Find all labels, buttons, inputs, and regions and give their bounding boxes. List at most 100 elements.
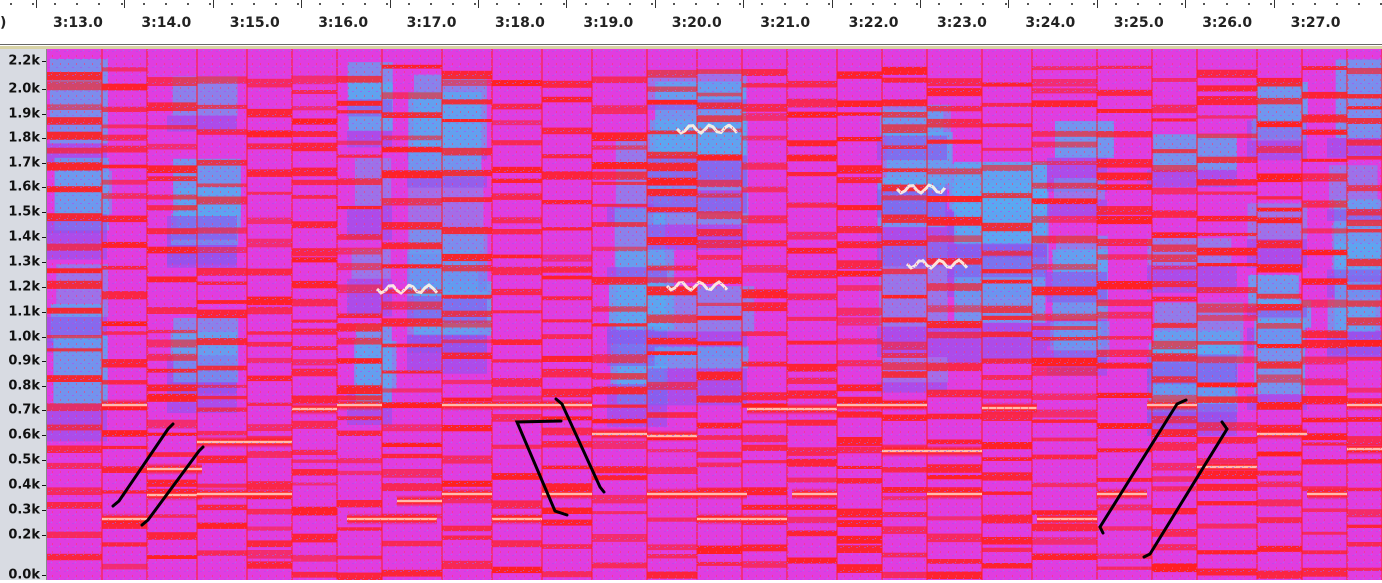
ruler-major-tick	[920, 0, 921, 8]
ruler-time-label: 3:24.0	[1025, 15, 1076, 31]
annotation-bracket	[514, 419, 569, 517]
frequency-tick	[42, 435, 46, 436]
frequency-label: 1.6k	[8, 179, 40, 195]
ruler-minor-tick	[1380, 3, 1382, 5]
ruler-minor-tick	[1048, 3, 1051, 5]
ruler-major-tick	[212, 0, 214, 8]
ruler-minor-tick	[496, 3, 499, 5]
ruler-minor-tick	[1358, 3, 1361, 5]
ruler-minor-tick	[1291, 3, 1294, 5]
ruler-partial-label: )	[0, 15, 7, 31]
frequency-tick	[42, 187, 46, 188]
ruler-minor-tick	[208, 3, 211, 5]
frequency-axis: 2.2k 2.0k 1.9k 1.8k 1.7k 1.6k 1.5k 1.4k 1.3k 1.2k…	[0, 49, 47, 583]
frequency-tick	[42, 212, 46, 213]
frequency-label: 0.4k	[8, 477, 40, 493]
frequency-label: 1.3k	[8, 254, 40, 270]
ruler-minor-tick	[1181, 3, 1184, 5]
frequency-tick	[42, 287, 46, 288]
ruler-time-label: 3:20.0	[671, 15, 722, 31]
ruler-time-label: 3:23.0	[937, 15, 987, 31]
ruler-time-label: 3:18.0	[495, 15, 545, 31]
annotation-bracket	[111, 422, 175, 508]
ruler-time-label: 3:16.0	[318, 15, 369, 31]
ruler-minor-tick	[1026, 3, 1029, 5]
ruler-time-label: 3:15.0	[229, 15, 280, 31]
frequency-label: 2.2k	[8, 53, 40, 69]
ruler-minor-tick	[1070, 3, 1073, 5]
time-ruler[interactable]: ) 3:13.0 3:14.0 3:15.0 3:16.0 3:17.0 3:18.0 3:…	[0, 0, 1382, 49]
frequency-tick	[42, 575, 46, 576]
ruler-time-label: 3:14.0	[141, 15, 192, 31]
ruler-minor-tick	[341, 3, 344, 5]
ruler-minor-tick	[628, 3, 631, 5]
ruler-minor-tick	[231, 3, 233, 5]
frequency-label: 2.0k	[8, 81, 40, 97]
frequency-label: 0.3k	[8, 502, 40, 518]
ruler-major-tick	[36, 0, 37, 8]
ruler-minor-tick	[1092, 3, 1095, 5]
annotation-bracket	[1098, 398, 1188, 535]
ruler-minor-tick	[695, 3, 698, 5]
ruler-time-label: 3:25.0	[1113, 15, 1164, 31]
spectrogram-texture	[47, 49, 1382, 580]
frequency-label: 0.2k	[8, 527, 40, 543]
ruler-minor-tick	[739, 3, 742, 5]
frequency-tick	[42, 114, 46, 115]
ruler-minor-tick	[98, 3, 101, 5]
ruler-major-tick	[743, 0, 745, 8]
ruler-minor-tick	[783, 3, 786, 5]
frequency-label: 0.8k	[8, 378, 40, 394]
frequency-tick	[42, 410, 46, 411]
frequency-tick	[42, 460, 46, 461]
frequency-tick	[42, 138, 46, 139]
frequency-label: 0.0k	[8, 567, 40, 583]
ruler-minor-tick	[1269, 3, 1272, 5]
ruler-minor-tick	[164, 3, 167, 5]
frequency-tick	[42, 535, 46, 536]
ruler-minor-tick	[297, 3, 300, 5]
frequency-tick	[42, 337, 46, 338]
frequency-label: 1.5k	[8, 204, 40, 220]
ruler-minor-tick	[562, 3, 565, 5]
ruler-minor-tick	[54, 3, 57, 5]
annotation-bracket	[1142, 420, 1229, 559]
frequency-label: 1.0k	[8, 329, 40, 345]
frequency-tick	[42, 485, 46, 486]
ruler-minor-tick	[1004, 3, 1007, 5]
ruler-minor-tick	[606, 3, 609, 5]
ruler-minor-tick	[142, 3, 145, 5]
frequency-label: 1.9k	[8, 106, 40, 122]
ruler-minor-tick	[938, 3, 941, 5]
ruler-minor-tick	[385, 3, 388, 5]
ruler-minor-tick	[894, 3, 896, 5]
frequency-label: 0.7k	[8, 402, 40, 418]
ruler-minor-tick	[1247, 3, 1250, 5]
ruler-major-tick	[566, 0, 568, 8]
ruler-minor-tick	[761, 3, 764, 5]
ruler-minor-tick	[319, 3, 322, 5]
ruler-minor-tick	[650, 3, 653, 5]
frequency-tick	[42, 262, 46, 263]
ruler-baseline	[0, 44, 1382, 45]
ruler-minor-tick	[584, 3, 587, 5]
ruler-time-label: 3:19.0	[583, 15, 634, 31]
ruler-major-tick	[831, 0, 833, 8]
ruler-minor-tick	[1137, 3, 1140, 5]
ruler-minor-tick	[982, 3, 985, 5]
ruler-major-tick	[1273, 0, 1275, 8]
ruler-major-tick	[1185, 0, 1187, 8]
ruler-minor-tick	[275, 3, 278, 5]
ruler-minor-tick	[452, 3, 454, 5]
frequency-tick	[42, 89, 46, 90]
ruler-minor-tick	[673, 3, 675, 5]
frequency-tick	[42, 386, 46, 387]
ruler-minor-tick	[1203, 3, 1206, 5]
frequency-label: 0.6k	[8, 427, 40, 443]
spectrogram-view[interactable]	[47, 49, 1382, 580]
ruler-major-tick	[389, 0, 391, 8]
ruler-minor-tick	[429, 3, 432, 5]
ruler-minor-tick	[1336, 3, 1338, 5]
ruler-minor-tick	[827, 3, 830, 5]
ruler-minor-tick	[916, 3, 919, 5]
